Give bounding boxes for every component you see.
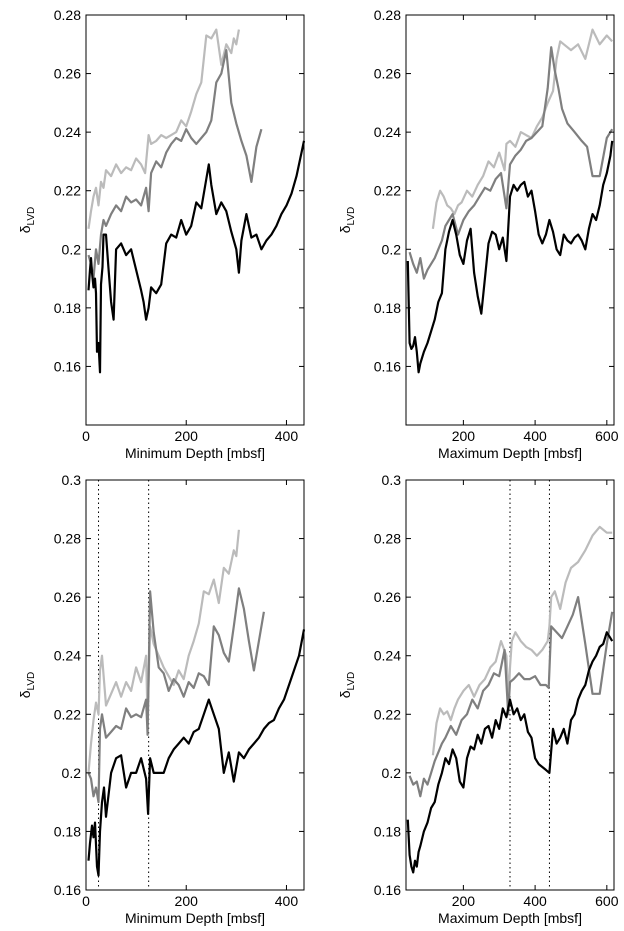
y-tick-label: 0.2 (382, 765, 402, 781)
y-axis-label-subscript: LVD (26, 207, 37, 226)
x-axis-label: Maximum Depth [mbsf] (438, 910, 582, 926)
x-tick-label: 200 (452, 893, 476, 909)
chart-panel-4: 0.16 0.18 0.2 0.22 0.24 0.26 0.28 0.3 200 400 600 M… (337, 472, 619, 926)
x-tick-label: 400 (275, 893, 299, 909)
y-tick-label: 0.22 (374, 183, 401, 199)
x-tick-label: 200 (175, 428, 199, 444)
plot-frame (405, 479, 615, 891)
series-line-2 (87, 48, 263, 280)
series-line-2 (408, 46, 614, 280)
x-tick-label: 400 (275, 428, 299, 444)
y-tick-label: 0.16 (54, 358, 81, 374)
y-tick-label: 0.18 (54, 823, 81, 839)
y-tick-label: 0.18 (374, 300, 401, 316)
y-axis-label-subscript: LVD (26, 672, 37, 691)
chart-panel-2: 0.16 0.18 0.2 0.22 0.24 0.26 0.28 200 400 600 Maxi… (337, 7, 619, 461)
y-tick-label: 0.22 (54, 183, 81, 199)
y-tick-label: 0.18 (54, 300, 81, 316)
x-axis-label: Maximum Depth [mbsf] (438, 445, 582, 461)
x-axis-label: Minimum Depth [mbsf] (125, 910, 265, 926)
series-line-1 (431, 525, 613, 756)
x-tick-label: 600 (595, 893, 619, 909)
y-axis-label-symbol: δ (17, 690, 33, 698)
x-axis-label: Minimum Depth [mbsf] (125, 445, 265, 461)
y-tick-label: 0.24 (374, 648, 401, 664)
y-axis-label-symbol: δ (337, 690, 353, 698)
y-tick-label: 0.26 (54, 589, 81, 605)
series-line-3 (406, 631, 614, 874)
y-tick-label: 0.26 (374, 66, 401, 82)
x-tick-label: 0 (82, 428, 90, 444)
plot-frame (85, 479, 305, 891)
y-axis-label-subscript: LVD (346, 672, 357, 691)
series-line-2 (87, 587, 265, 804)
y-tick-label: 0.24 (54, 648, 81, 664)
series-line-1 (87, 529, 240, 773)
x-tick-label: 400 (523, 893, 547, 909)
plot-frame (405, 14, 615, 426)
y-axis-label: δLVD (17, 207, 37, 234)
chart-panel-3: 0.16 0.18 0.2 0.22 0.24 0.26 0.28 0.3 0 200 400 Min… (17, 472, 306, 926)
y-tick-label: 0.28 (374, 7, 401, 23)
y-tick-label: 0.28 (54, 531, 81, 547)
chart-panel-1: 0.16 0.18 0.2 0.22 0.24 0.26 0.28 0 200 400 Minimu… (17, 7, 306, 461)
y-tick-label: 0.28 (374, 531, 401, 547)
y-tick-label: 0.3 (382, 472, 402, 488)
y-tick-label: 0.24 (54, 124, 81, 140)
y-tick-label: 0.26 (374, 589, 401, 605)
series-line-2 (408, 595, 614, 798)
y-axis-label-symbol: δ (17, 225, 33, 233)
y-tick-label: 0.22 (374, 706, 401, 722)
y-tick-label: 0.16 (374, 882, 401, 898)
y-axis-label: δLVD (337, 207, 357, 234)
x-tick-label: 0 (82, 893, 90, 909)
series-line-1 (87, 28, 240, 229)
y-axis-label: δLVD (337, 672, 357, 699)
y-tick-label: 0.16 (54, 882, 81, 898)
y-tick-label: 0.2 (62, 765, 82, 781)
y-tick-label: 0.26 (54, 66, 81, 82)
series-line-1 (431, 28, 614, 229)
y-tick-label: 0.22 (54, 706, 81, 722)
series-line-3 (87, 629, 306, 877)
series-line-3 (406, 140, 614, 374)
y-tick-label: 0.24 (374, 124, 401, 140)
y-tick-label: 0.18 (374, 823, 401, 839)
series-line-3 (87, 140, 306, 374)
y-tick-label: 0.16 (374, 358, 401, 374)
y-tick-label: 0.2 (62, 241, 82, 257)
y-axis-label: δLVD (17, 672, 37, 699)
y-tick-label: 0.3 (62, 472, 82, 488)
x-tick-label: 200 (452, 428, 476, 444)
y-tick-label: 0.28 (54, 7, 81, 23)
x-tick-label: 200 (175, 893, 199, 909)
x-tick-label: 600 (595, 428, 619, 444)
x-tick-label: 400 (523, 428, 547, 444)
y-axis-label-subscript: LVD (346, 207, 357, 226)
y-tick-label: 0.2 (382, 241, 402, 257)
plot-frame (85, 14, 305, 426)
y-axis-label-symbol: δ (337, 225, 353, 233)
